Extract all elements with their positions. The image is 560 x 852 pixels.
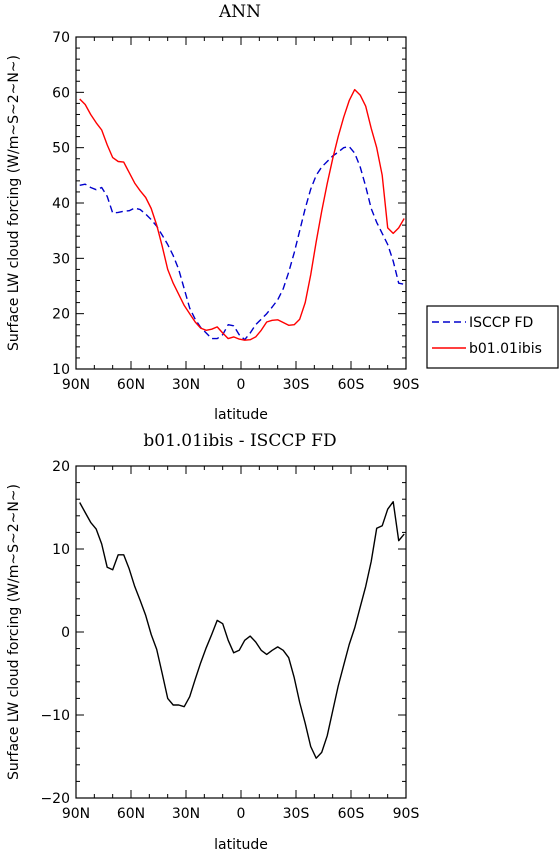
- legend-box: [426, 305, 559, 369]
- bottom-y-axis-label: Surface LW cloud forcing (W/m~S~2~N~): [6, 484, 22, 780]
- legend: ISCCP FD b01.01ibis: [426, 305, 559, 369]
- x-tick-label: 90N: [62, 377, 90, 393]
- x-tick-label: 0: [237, 806, 246, 822]
- series-line-difference: [79, 501, 405, 759]
- bottom-chart-title: b01.01ibis - ISCCP FD: [143, 431, 336, 451]
- x-tick-label: 30S: [283, 806, 310, 822]
- x-tick-label: 90S: [393, 377, 420, 393]
- y-tick-label: 20: [52, 307, 70, 323]
- top-plot-frame: [75, 36, 407, 370]
- top-chart-title: ANN: [218, 2, 261, 22]
- y-tick-label: 60: [52, 85, 70, 101]
- legend-label-b01-01ibis: b01.01ibis: [469, 341, 542, 357]
- y-tick-label: 30: [52, 251, 70, 267]
- bottom-y-axis: −20 −10 0 10 20: [40, 459, 406, 807]
- top-y-axis: 10 20 30 40 50 60 70: [52, 30, 406, 378]
- x-tick-label: 90S: [393, 806, 420, 822]
- top-x-axis: 90N 60N 30N 0 30S 60S 90S: [62, 37, 420, 393]
- x-tick-label: 30N: [172, 377, 200, 393]
- x-tick-label: 60S: [338, 377, 365, 393]
- bottom-x-axis: 90N 60N 30N 0 30S 60S 90S: [62, 466, 420, 822]
- y-tick-label: −10: [40, 708, 70, 724]
- top-y-axis-label: Surface LW cloud forcing (W/m~S~2~N~): [6, 55, 22, 351]
- x-tick-label: 90N: [62, 806, 90, 822]
- x-tick-label: 60S: [338, 806, 365, 822]
- y-tick-label: 20: [52, 459, 70, 475]
- x-tick-label: 0: [237, 377, 246, 393]
- x-tick-label: 30N: [172, 806, 200, 822]
- bottom-chart-lines: [79, 501, 405, 759]
- x-tick-label: 60N: [117, 806, 145, 822]
- bottom-chart: b01.01ibis - ISCCP FD 90N 60N 30N 0 30S 60S 90…: [6, 431, 419, 852]
- y-tick-label: −20: [40, 791, 70, 807]
- series-line-b01-01ibis: [79, 88, 405, 341]
- x-tick-label: 60N: [117, 377, 145, 393]
- x-tick-label: 30S: [283, 377, 310, 393]
- bottom-x-axis-label: latitude: [214, 837, 268, 852]
- y-tick-label: 0: [61, 625, 70, 641]
- y-tick-label: 40: [52, 196, 70, 212]
- y-tick-label: 10: [52, 362, 70, 378]
- y-tick-label: 10: [52, 542, 70, 558]
- top-x-axis-label: latitude: [214, 407, 268, 423]
- series-line-isccp-fd: [79, 145, 405, 341]
- y-tick-label: 70: [52, 30, 70, 46]
- bottom-plot-frame: [75, 465, 407, 799]
- top-chart-lines: [79, 88, 405, 341]
- y-tick-label: 50: [52, 141, 70, 157]
- top-chart: ANN 90N 60N 30N 0 30S 60S 90S 10 20 30 40 50 60 70 l…: [6, 2, 419, 423]
- legend-label-isccp-fd: ISCCP FD: [469, 315, 533, 331]
